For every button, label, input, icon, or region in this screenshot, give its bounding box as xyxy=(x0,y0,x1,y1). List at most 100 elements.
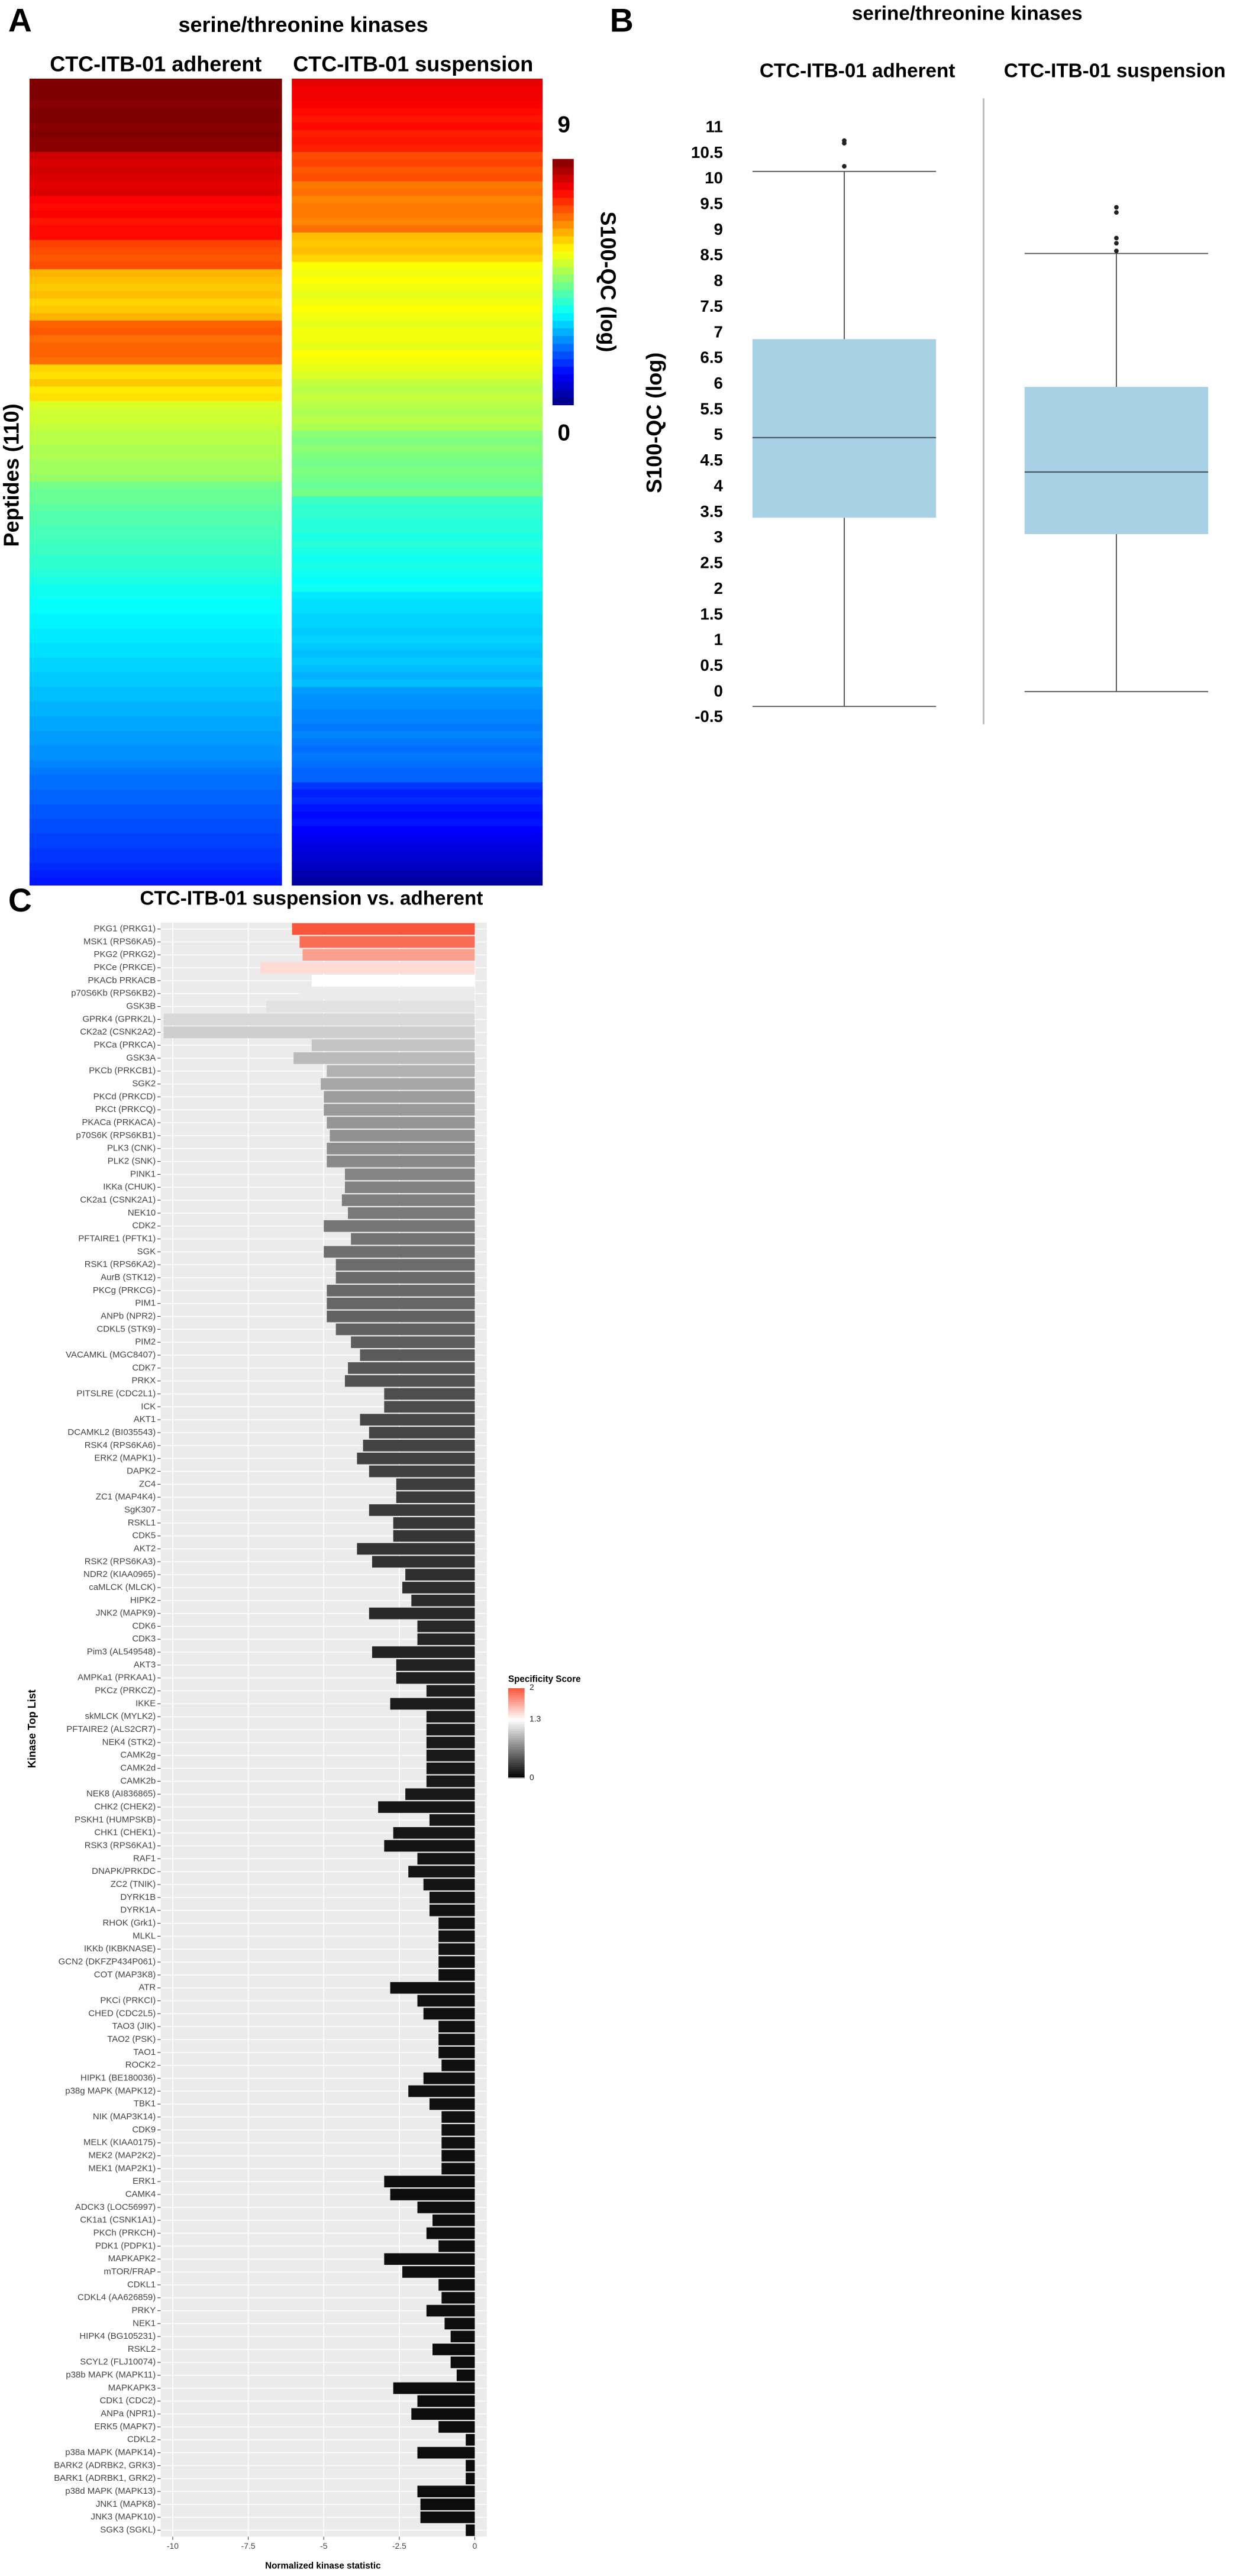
bar xyxy=(327,1142,475,1155)
panel-letter: C xyxy=(8,882,32,919)
y-tick-label: ZC1 (MAP4K4) xyxy=(96,1492,156,1502)
bar xyxy=(438,2278,475,2291)
y-tick-label: NEK8 (AI836865) xyxy=(86,1789,156,1799)
y-tick-label: 5 xyxy=(714,425,723,444)
y-tick-label: PIM2 xyxy=(135,1337,156,1347)
y-tick-label: -0.5 xyxy=(695,707,723,726)
heat-cell xyxy=(292,101,543,109)
heat-cell xyxy=(292,862,543,871)
colorbar-swatch xyxy=(508,1690,525,1693)
heat-cell xyxy=(29,408,282,417)
heat-cell xyxy=(292,503,543,512)
colorbar-swatch xyxy=(508,1764,525,1767)
heat-cell xyxy=(29,166,282,175)
heat-cell xyxy=(29,101,282,109)
heat-cell xyxy=(29,643,282,651)
y-tick-label: HIPK1 (BE180036) xyxy=(80,2073,156,2083)
bar xyxy=(384,1401,475,1413)
heat-cell xyxy=(29,723,282,732)
outlier xyxy=(842,138,847,143)
y-tick-label: 9 xyxy=(714,220,723,238)
y-tick-label: CK2a1 (CSNK2A1) xyxy=(80,1195,156,1205)
colorbar-swatch xyxy=(508,1737,525,1740)
colorbar-swatch xyxy=(508,1710,525,1714)
heat-cell xyxy=(29,789,282,798)
heat-cell xyxy=(292,606,543,615)
bar xyxy=(432,2214,475,2226)
y-tick-label: GCN2 (DKFZP434P061) xyxy=(59,1957,156,1967)
x-tick-label: 0 xyxy=(473,2541,477,2551)
bar xyxy=(417,1633,475,1646)
colorbar-swatch xyxy=(552,182,574,190)
bar xyxy=(393,1827,475,1839)
colorbar-swatch xyxy=(552,397,574,406)
heat-cell xyxy=(292,159,543,167)
heat-cell xyxy=(29,364,282,373)
colorbar-swatch xyxy=(508,1721,525,1725)
bar xyxy=(417,1995,475,2007)
heat-cell xyxy=(29,562,282,571)
colorbar-swatch xyxy=(552,274,574,283)
y-tick-label: 9.5 xyxy=(700,194,723,212)
heat-cell xyxy=(292,577,543,586)
heat-cell xyxy=(292,760,543,768)
bar xyxy=(423,2072,475,2084)
y-tick-label: CK2a2 (CSNK2A2) xyxy=(80,1027,156,1037)
y-tick-label: BARK2 (ADRBK2, GRK3) xyxy=(54,2460,156,2470)
bar xyxy=(302,949,475,961)
category-label: CTC-ITB-01 suspension xyxy=(1004,60,1226,82)
bar xyxy=(466,2524,475,2536)
heat-cell xyxy=(29,855,282,864)
bar xyxy=(405,1569,475,1580)
heat-cell xyxy=(29,342,282,351)
y-tick-label: CHK2 (CHEK2) xyxy=(94,1802,156,1812)
colorbar-swatch xyxy=(508,1751,525,1754)
bar xyxy=(417,2202,475,2213)
y-tick-label: CAMK2d xyxy=(120,1763,156,1773)
colorbar-swatch xyxy=(508,1735,525,1738)
y-tick-label: JNK3 (MAPK10) xyxy=(91,2512,156,2522)
heat-cell xyxy=(29,635,282,644)
bar xyxy=(426,1711,475,1723)
colorbar-swatch xyxy=(552,197,574,206)
y-tick-label: TAO1 xyxy=(133,2047,156,2057)
colorbar-swatch xyxy=(552,297,574,306)
y-tick-label: PIM1 xyxy=(135,1298,156,1308)
y-axis-label: S100-QC (log) xyxy=(642,353,666,493)
heat-cell xyxy=(29,335,282,344)
y-tick-label: TAO3 (JIK) xyxy=(112,2021,156,2031)
y-tick-label: ERK2 (MAPK1) xyxy=(94,1453,156,1463)
y-tick-label: CK1a1 (CSNK1A1) xyxy=(80,2215,156,2225)
heat-cell xyxy=(292,320,543,329)
heat-cell xyxy=(292,254,543,263)
bar xyxy=(402,2266,475,2278)
heat-cell xyxy=(29,481,282,490)
bar xyxy=(438,2240,475,2252)
y-tick-label: DAPK2 xyxy=(127,1466,156,1476)
heat-cell xyxy=(292,826,543,835)
colorbar-swatch xyxy=(508,1715,525,1718)
y-tick-label: PKG2 (PRKG2) xyxy=(94,949,156,959)
heat-cell xyxy=(29,137,282,146)
bar xyxy=(390,1698,475,1710)
heat-cell xyxy=(292,782,543,791)
y-tick-label: DYRK1B xyxy=(120,1892,156,1902)
y-tick-label: JNK2 (MAPK9) xyxy=(96,1608,156,1618)
bar xyxy=(417,2395,475,2407)
y-tick-label: CDK5 xyxy=(132,1531,156,1541)
heat-cell xyxy=(292,423,543,431)
bar xyxy=(417,2485,475,2497)
heat-cell xyxy=(292,78,543,87)
bar xyxy=(466,2472,475,2485)
bar xyxy=(260,962,475,974)
y-tick-label: 7 xyxy=(714,322,723,341)
y-tick-label: HIPK2 xyxy=(130,1595,156,1605)
heat-cell xyxy=(29,687,282,695)
bar xyxy=(351,1233,475,1245)
y-tick-label: IKKb (IKBKNASE) xyxy=(84,1944,156,1954)
heat-cell xyxy=(29,496,282,505)
bar xyxy=(360,1349,475,1361)
heat-cell xyxy=(29,254,282,263)
heat-cell xyxy=(29,650,282,658)
heat-cell xyxy=(292,665,543,673)
